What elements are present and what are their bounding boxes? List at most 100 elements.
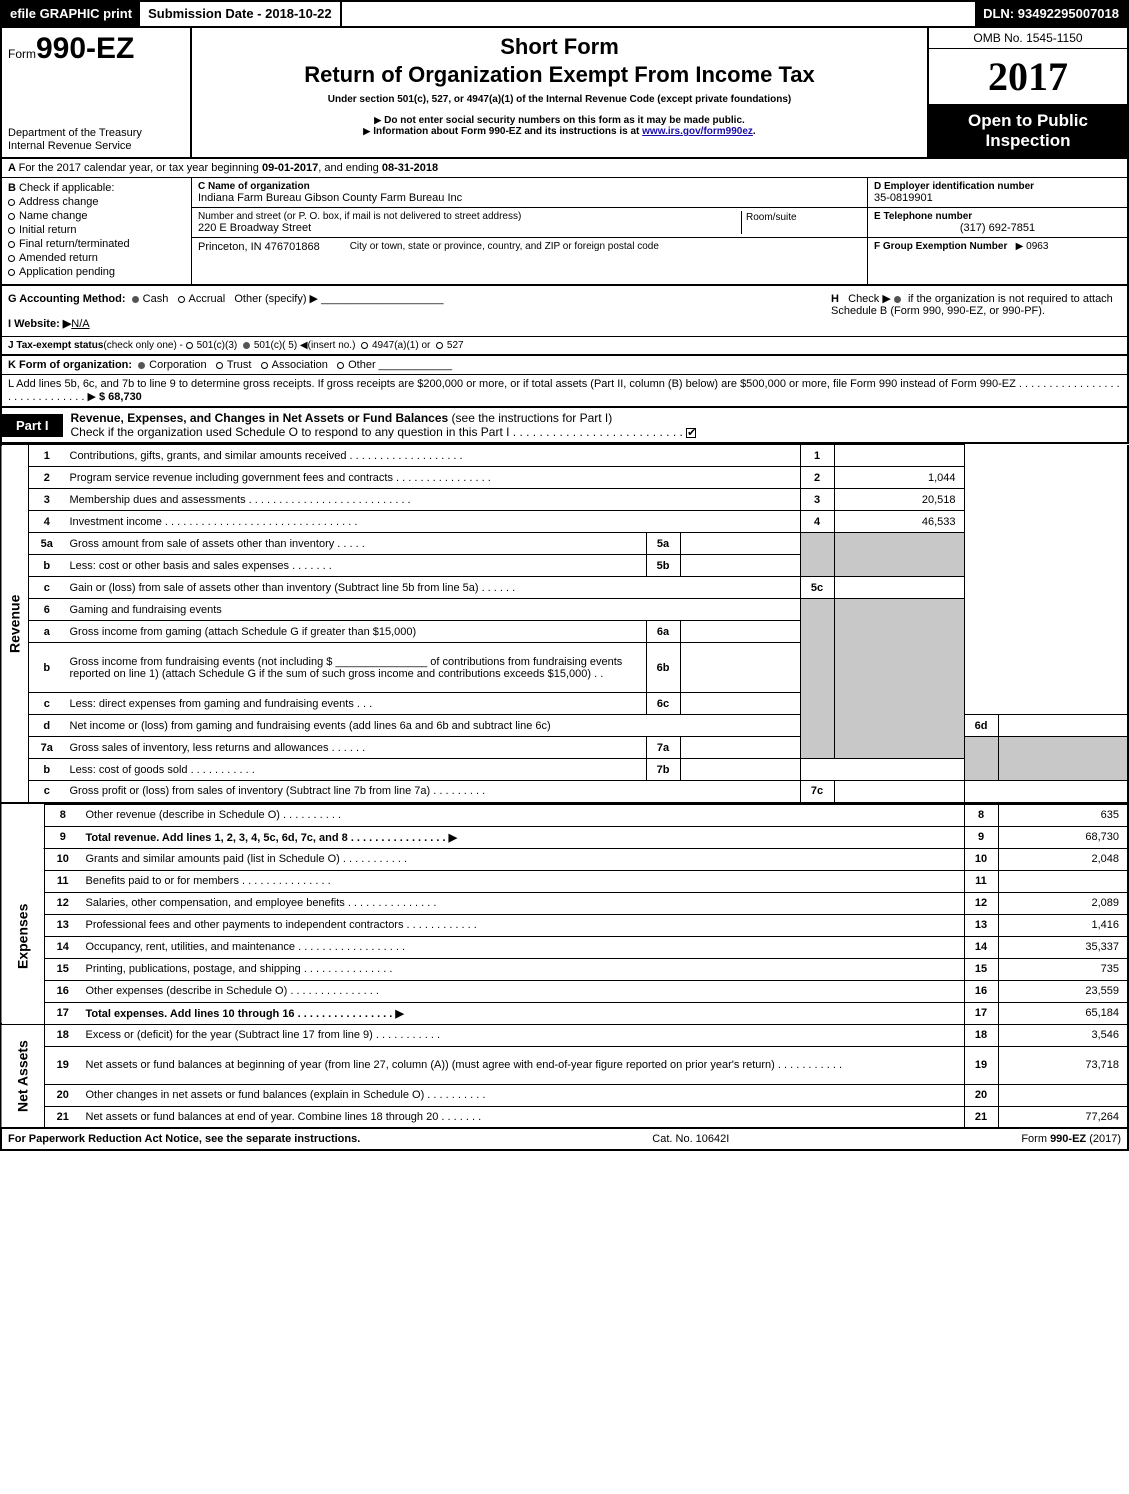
l1-val bbox=[834, 445, 964, 467]
l11-desc: Benefits paid to or for members . . . . … bbox=[81, 870, 965, 892]
h-label: H bbox=[831, 293, 839, 305]
l2-rnum: 2 bbox=[800, 467, 834, 489]
l8-rnum: 8 bbox=[964, 804, 998, 826]
dln: DLN: 93492295007018 bbox=[975, 2, 1127, 26]
section-gh: G Accounting Method: Cash Accrual Other … bbox=[0, 286, 1129, 337]
table-row: 3 Membership dues and assessments . . . … bbox=[1, 489, 1128, 511]
l21-rnum: 21 bbox=[964, 1106, 998, 1128]
l5a-sv bbox=[680, 533, 800, 555]
l-amount: $ 68,730 bbox=[99, 391, 142, 403]
l3-rnum: 3 bbox=[800, 489, 834, 511]
c-name-label: C Name of organization bbox=[198, 181, 310, 192]
l18-num: 18 bbox=[45, 1024, 81, 1046]
j-label: J Tax-exempt status bbox=[8, 340, 103, 351]
l11-rnum: 11 bbox=[964, 870, 998, 892]
l6b-sn: 6b bbox=[646, 643, 680, 693]
g-accrual: Accrual bbox=[189, 293, 226, 305]
l11-num: 11 bbox=[45, 870, 81, 892]
l6a-sn: 6a bbox=[646, 621, 680, 643]
part1-checkbox[interactable] bbox=[686, 428, 696, 438]
table-row: 14 Occupancy, rent, utilities, and maint… bbox=[1, 936, 1128, 958]
part1-table-2: 8 Other revenue (describe in Schedule O)… bbox=[0, 804, 1129, 1130]
table-row: 13 Professional fees and other payments … bbox=[1, 914, 1128, 936]
l5c-num: c bbox=[29, 577, 65, 599]
submission-date: Submission Date - 2018-10-22 bbox=[140, 2, 342, 26]
j-o2: 501(c)( 5) ◀(insert no.) bbox=[254, 340, 356, 351]
e-label: E Telephone number bbox=[874, 211, 972, 222]
submission-date-label: Submission Date - bbox=[148, 6, 265, 21]
l13-rnum: 13 bbox=[964, 914, 998, 936]
l12-desc: Salaries, other compensation, and employ… bbox=[81, 892, 965, 914]
l10-desc: Grants and similar amounts paid (list in… bbox=[81, 848, 965, 870]
g-left: G Accounting Method: Cash Accrual Other … bbox=[8, 292, 821, 330]
dln-label: DLN: bbox=[983, 6, 1018, 21]
page-footer: For Paperwork Reduction Act Notice, see … bbox=[0, 1129, 1129, 1151]
l5a-sn: 5a bbox=[646, 533, 680, 555]
l1-desc: Contributions, gifts, grants, and simila… bbox=[65, 445, 801, 467]
phone-value: (317) 692-7851 bbox=[874, 222, 1121, 234]
dept-line-2: Internal Revenue Service bbox=[8, 140, 184, 153]
l-text: L Add lines 5b, 6c, and 7b to line 9 to … bbox=[8, 378, 1120, 403]
l4-num: 4 bbox=[29, 511, 65, 533]
i-label: I Website: ▶ bbox=[8, 318, 71, 330]
l19-val: 73,718 bbox=[998, 1046, 1128, 1084]
l13-num: 13 bbox=[45, 914, 81, 936]
org-name: Indiana Farm Bureau Gibson County Farm B… bbox=[198, 192, 861, 204]
ein-value: 35-0819901 bbox=[874, 192, 1121, 204]
l11-val bbox=[998, 870, 1128, 892]
l6a-num: a bbox=[29, 621, 65, 643]
table-row: 15 Printing, publications, postage, and … bbox=[1, 958, 1128, 980]
l6b-sv bbox=[680, 643, 800, 693]
side-expenses: Expenses bbox=[1, 848, 45, 1024]
l2-val: 1,044 bbox=[834, 467, 964, 489]
l8-val: 635 bbox=[998, 804, 1128, 826]
section-l: L Add lines 5b, 6c, and 7b to line 9 to … bbox=[0, 375, 1129, 407]
footer-left: For Paperwork Reduction Act Notice, see … bbox=[8, 1133, 360, 1145]
g-other: Other (specify) ▶ bbox=[234, 293, 318, 305]
d-label: D Employer identification number bbox=[874, 181, 1034, 192]
l2-desc: Program service revenue including govern… bbox=[65, 467, 801, 489]
l14-rnum: 14 bbox=[964, 936, 998, 958]
table-row: 17 Total expenses. Add lines 10 through … bbox=[1, 1002, 1128, 1024]
table-row: 9 Total revenue. Add lines 1, 2, 3, 4, 5… bbox=[1, 826, 1128, 848]
l6-num: 6 bbox=[29, 599, 65, 621]
l10-val: 2,048 bbox=[998, 848, 1128, 870]
shade-6 bbox=[800, 599, 834, 759]
l3-desc: Membership dues and assessments . . . . … bbox=[65, 489, 801, 511]
line-a-begin: 09-01-2017 bbox=[262, 162, 318, 174]
department: Department of the Treasury Internal Reve… bbox=[8, 127, 184, 153]
j-o3: 4947(a)(1) or bbox=[372, 340, 430, 351]
section-j: J Tax-exempt status(check only one) - 50… bbox=[0, 337, 1129, 356]
l4-rnum: 4 bbox=[800, 511, 834, 533]
l6a-sv bbox=[680, 621, 800, 643]
l15-rnum: 15 bbox=[964, 958, 998, 980]
b-opt-2: Initial return bbox=[19, 224, 76, 236]
l12-val: 2,089 bbox=[998, 892, 1128, 914]
instructions-link[interactable]: www.irs.gov/form990ez bbox=[642, 126, 753, 137]
table-row: 16 Other expenses (describe in Schedule … bbox=[1, 980, 1128, 1002]
header-right: OMB No. 1545-1150 2017 Open to Public In… bbox=[927, 28, 1127, 157]
l13-desc: Professional fees and other payments to … bbox=[81, 914, 965, 936]
sub3-post: . bbox=[753, 126, 756, 137]
l14-desc: Occupancy, rent, utilities, and maintena… bbox=[81, 936, 965, 958]
l6d-desc: Net income or (loss) from gaming and fun… bbox=[65, 715, 801, 737]
part1-label: Part I bbox=[2, 414, 63, 437]
side-revenue: Revenue bbox=[1, 445, 29, 803]
l17-desc: Total expenses. Add lines 10 through 16 … bbox=[81, 1002, 965, 1024]
k-o2: Trust bbox=[227, 359, 252, 371]
dln-value: 93492295007018 bbox=[1018, 6, 1119, 21]
table-row: 5a Gross amount from sale of assets othe… bbox=[1, 533, 1128, 555]
l13-val: 1,416 bbox=[998, 914, 1128, 936]
l9-num: 9 bbox=[45, 826, 81, 848]
line-a-pre: For the 2017 calendar year, or tax year … bbox=[19, 162, 262, 174]
table-row: 20 Other changes in net assets or fund b… bbox=[1, 1084, 1128, 1106]
l20-num: 20 bbox=[45, 1084, 81, 1106]
l19-desc: Net assets or fund balances at beginning… bbox=[81, 1046, 965, 1084]
room-label: Room/suite bbox=[746, 212, 797, 223]
b-opt-3: Final return/terminated bbox=[19, 238, 130, 250]
k-o1: Corporation bbox=[149, 359, 206, 371]
l20-desc: Other changes in net assets or fund bala… bbox=[81, 1084, 965, 1106]
b-opt-5: Application pending bbox=[19, 266, 115, 278]
l19-rnum: 19 bbox=[964, 1046, 998, 1084]
l15-num: 15 bbox=[45, 958, 81, 980]
